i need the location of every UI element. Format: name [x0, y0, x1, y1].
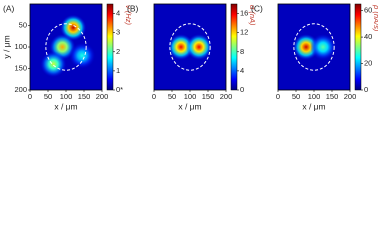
- y-axis-label: y / μm: [1, 35, 11, 58]
- colorbar-tick-label: 20: [364, 59, 372, 68]
- colorbar-tick-label: 4: [240, 66, 244, 75]
- colorbar-tick-label: 3: [116, 28, 120, 37]
- colorbar: [106, 3, 114, 91]
- roi-circle: [45, 23, 87, 71]
- x-tick-label: 200: [220, 92, 233, 101]
- colorbar-tick-label: 2: [116, 47, 120, 56]
- y-tick-label: 150: [14, 63, 27, 72]
- colorbar-tick-label: 1: [116, 66, 120, 75]
- x-tick-label: 0: [152, 92, 156, 101]
- x-tick-label: 50: [168, 92, 176, 101]
- panel-label: (A): [3, 3, 15, 13]
- colorbar-tick-label: 0: [364, 85, 368, 94]
- x-tick-label: 100: [184, 92, 197, 101]
- colorbar-label: ν (Hz): [124, 5, 133, 25]
- colorbar-tick-label: 60: [364, 6, 372, 15]
- hot-spot: [69, 42, 96, 69]
- x-axis-label: x / μm: [178, 101, 201, 111]
- colorbar-tick-label: 12: [240, 28, 248, 37]
- colorbar-tick-label: 16: [240, 9, 248, 18]
- colorbar: [354, 3, 362, 91]
- colorbar-label: ρ (nA/s): [372, 4, 378, 32]
- colorbar-label: α (nA): [248, 5, 257, 26]
- y-tick-label: 100: [14, 42, 27, 51]
- x-tick-label: 100: [308, 92, 321, 101]
- colorbar-tick-label: 0*: [116, 85, 123, 94]
- x-axis-label: x / μm: [54, 101, 77, 111]
- heatmap-layer: [168, 34, 212, 60]
- hot-spot: [60, 14, 87, 41]
- x-tick-label: 150: [78, 92, 91, 101]
- roi-circle: [293, 23, 335, 71]
- colorbar-tick-label: 0: [240, 85, 244, 94]
- y-tick-label: 50: [19, 20, 27, 29]
- x-tick-label: 0: [276, 92, 280, 101]
- colorbar-tick-label: 8: [240, 47, 244, 56]
- heatmap-layer: [40, 14, 96, 78]
- hot-spot: [168, 34, 194, 60]
- x-tick-label: 50: [292, 92, 300, 101]
- x-tick-label: 50: [44, 92, 52, 101]
- hot-spot: [310, 34, 336, 60]
- hot-spot: [186, 34, 212, 60]
- heatmap-layer: [293, 34, 336, 60]
- y-tick-label: 200: [14, 85, 27, 94]
- hot-spot: [40, 51, 67, 78]
- panel-label: (C): [251, 3, 263, 13]
- colorbar-tick-label: 4: [116, 9, 120, 18]
- roi-circle: [169, 23, 211, 71]
- x-tick-label: 200: [96, 92, 109, 101]
- x-tick-label: 150: [202, 92, 215, 101]
- x-tick-label: 150: [326, 92, 339, 101]
- panel-label: (B): [127, 3, 139, 13]
- x-tick-label: 200: [344, 92, 357, 101]
- x-axis-label: x / μm: [302, 101, 325, 111]
- x-tick-label: 0: [28, 92, 32, 101]
- x-tick-label: 100: [60, 92, 73, 101]
- colorbar: [230, 3, 238, 91]
- colorbar-tick-label: 40: [364, 32, 372, 41]
